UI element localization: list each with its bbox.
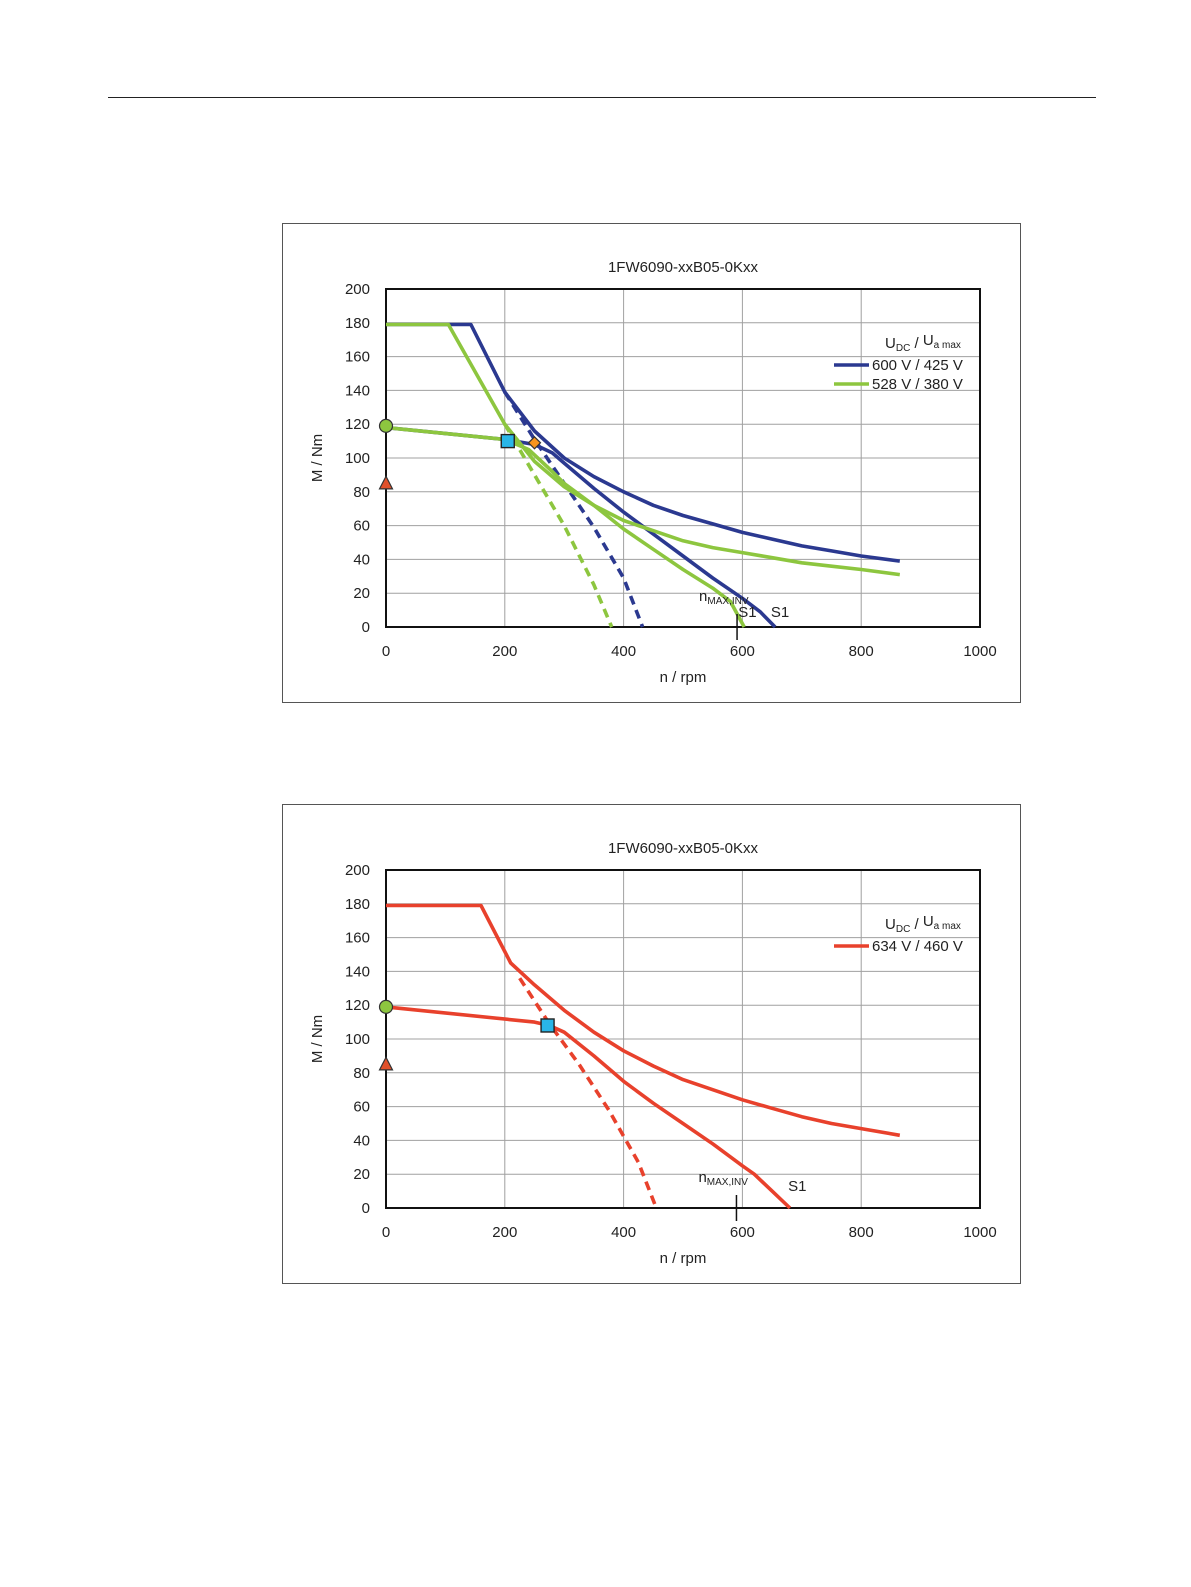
y-tick-label: 100 (345, 1031, 370, 1048)
x-tick-label: 1000 (963, 1224, 996, 1241)
y-tick-label: 140 (345, 382, 370, 399)
y-tick-label: 100 (345, 450, 370, 467)
nmax-inv-label: nMAX,INV (698, 1169, 748, 1188)
series-line-3 (386, 322, 901, 577)
y-tick-label: 200 (345, 862, 370, 879)
legend-title-part: / (910, 335, 923, 352)
x-tick-label: 200 (492, 1224, 517, 1241)
legend-title-part: U (885, 335, 896, 352)
nmax-inv-sub: MAX,INV (707, 596, 748, 607)
x-tick-label: 200 (492, 643, 517, 660)
nmax-inv-main: n (698, 1169, 706, 1186)
x-tick-label: 400 (611, 643, 636, 660)
nmax-inv-label: nMAX,INV (699, 588, 749, 607)
legend-title-subscript: a max (934, 340, 961, 351)
series-line-0 (386, 903, 901, 1138)
y-tick-label: 180 (345, 896, 370, 913)
marker-circle (378, 999, 394, 1014)
y-tick-label: 40 (353, 1132, 370, 1149)
y-axis-label: M / Nm (309, 1015, 326, 1063)
chart-title: 1FW6090-xxB05-0Kxx (608, 840, 759, 857)
x-tick-label: 0 (382, 1224, 390, 1241)
chart-title: 1FW6090-xxB05-0Kxx (608, 259, 759, 276)
x-tick-label: 800 (849, 1224, 874, 1241)
y-tick-label: 80 (353, 1065, 370, 1082)
legend-title: UDC / Ua max (885, 332, 961, 354)
legend-title-part: / (910, 916, 923, 933)
series-line-5 (503, 423, 614, 628)
marker-square (500, 433, 515, 449)
x-tick-label: 0 (382, 643, 390, 660)
plot-area-border (385, 288, 981, 628)
y-tick-label: 20 (353, 585, 370, 602)
legend-title-subscript: DC (896, 343, 910, 354)
nmax-inv-sub: MAX,INV (707, 1177, 748, 1188)
legend-entry-label: 634 V / 460 V (872, 938, 963, 955)
x-tick-label: 800 (849, 643, 874, 660)
y-tick-label: 60 (353, 1099, 370, 1116)
legend-title-part: U (923, 913, 934, 930)
chart-frame-top: 1FW6090-xxB05-0Kxx 0 200 400 600 800 1000 0 20 40… (282, 223, 1021, 703)
x-tick-label: 1000 (963, 643, 996, 660)
y-tick-label: 40 (353, 551, 370, 568)
legend-entry-label: 600 V / 425 V (872, 357, 963, 374)
legend-title-part: U (923, 332, 934, 349)
y-tick-label: 140 (345, 963, 370, 980)
y-tick-label: 160 (345, 349, 370, 366)
torque-speed-chart-bottom: 1FW6090-xxB05-0Kxx 0 200 400 600 800 1000 0 20 40… (309, 840, 997, 1267)
x-axis-label: n / rpm (660, 1250, 707, 1267)
nmax-inv-main: n (699, 588, 707, 605)
series-line-4 (385, 425, 746, 628)
y-tick-label: 160 (345, 930, 370, 947)
x-tick-label: 600 (730, 643, 755, 660)
y-tick-label: 180 (345, 315, 370, 332)
series-line-0 (386, 322, 901, 563)
y-tick-label: 120 (345, 416, 370, 433)
series-line-2 (518, 977, 658, 1209)
header-rule (108, 97, 1096, 98)
y-tick-label: 0 (362, 1200, 370, 1217)
y-tick-label: 20 (353, 1166, 370, 1183)
x-tick-label: 600 (730, 1224, 755, 1241)
legend-title: UDC / Ua max (885, 913, 961, 935)
marker-square (540, 1018, 555, 1033)
plot-area-border (385, 869, 981, 1209)
x-axis-label: n / rpm (660, 669, 707, 686)
annotation-s1-a: S1 (738, 604, 756, 621)
y-tick-label: 80 (353, 484, 370, 501)
marker-circle (378, 418, 394, 433)
y-tick-label: 60 (353, 518, 370, 535)
legend-title-part: U (885, 916, 896, 933)
series-line-2 (503, 391, 645, 628)
y-tick-label: 0 (362, 619, 370, 636)
y-axis-label: M / Nm (309, 434, 326, 482)
marker-diamond (527, 435, 542, 450)
marker-triangle (378, 475, 394, 490)
torque-speed-chart-top: 1FW6090-xxB05-0Kxx 0 200 400 600 800 1000 0 20 40… (309, 259, 997, 686)
chart-frame-bottom: 1FW6090-xxB05-0Kxx 0 200 400 600 800 1000 0 20 40… (282, 804, 1021, 1284)
marker-triangle (378, 1056, 394, 1071)
legend-title-subscript: a max (934, 921, 961, 932)
y-tick-label: 200 (345, 281, 370, 298)
annotation-s1-b: S1 (771, 604, 789, 621)
x-tick-label: 400 (611, 1224, 636, 1241)
legend-entry-label: 528 V / 380 V (872, 376, 963, 393)
annotation-s1-a: S1 (788, 1178, 806, 1195)
y-tick-label: 120 (345, 997, 370, 1014)
legend-title-subscript: DC (896, 924, 910, 935)
